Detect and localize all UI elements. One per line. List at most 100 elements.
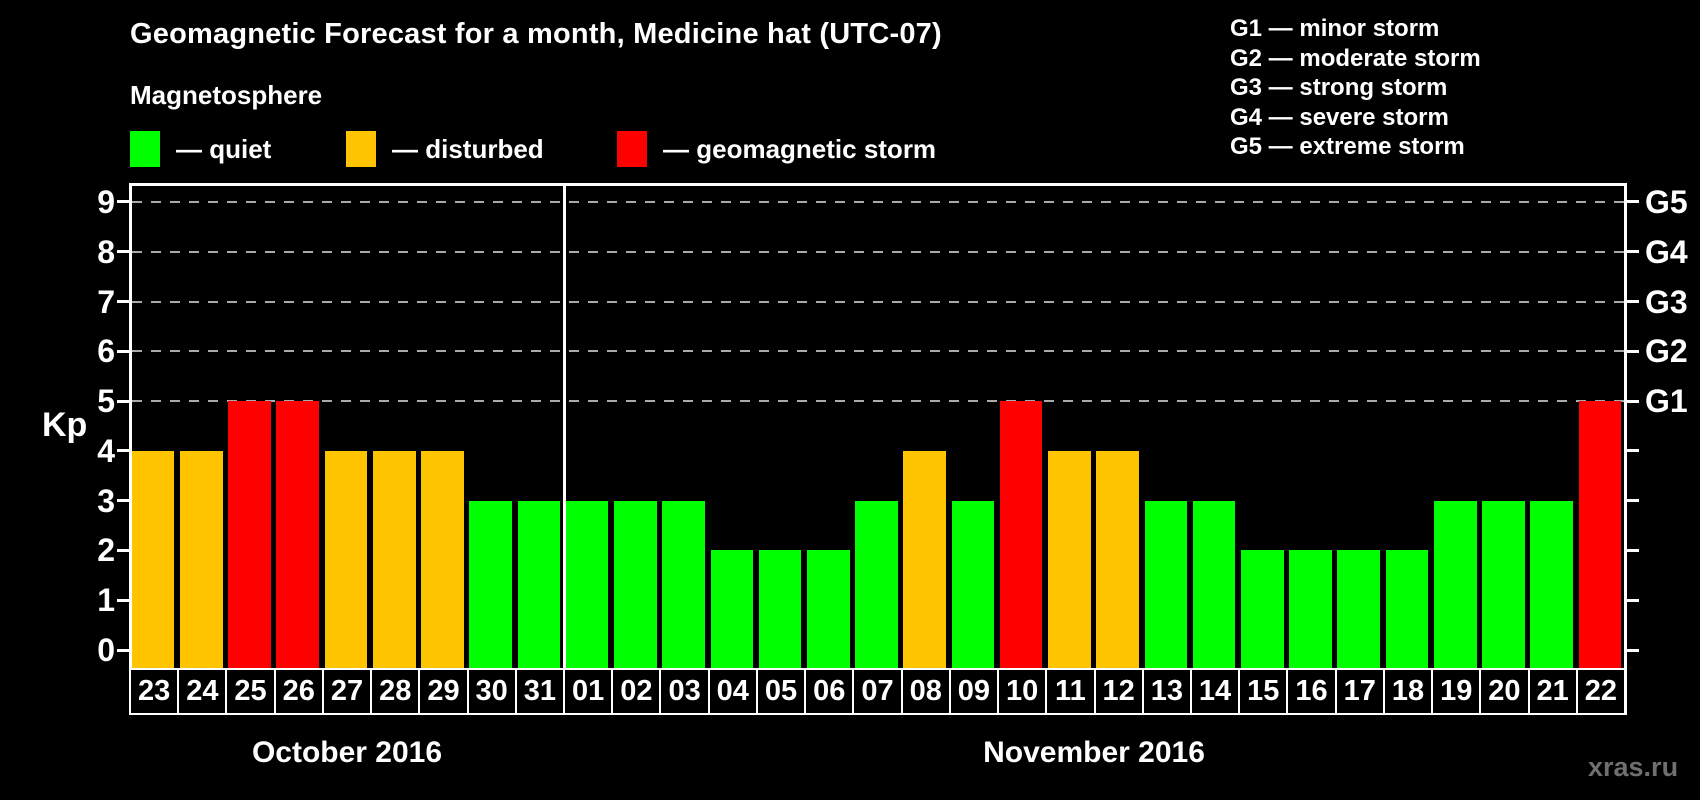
left-axis-tick-3 <box>117 499 129 503</box>
right-axis-tick-6 <box>1627 349 1639 353</box>
kp-bar-day-28 <box>372 450 416 668</box>
quiet-color-swatch <box>130 131 160 167</box>
legend-item-storm: — geomagnetic storm <box>617 130 936 168</box>
y-tick-label-1: 1 <box>97 582 115 619</box>
kp-bar-day-08 <box>903 450 947 668</box>
day-label-16: 16 <box>1286 668 1337 715</box>
day-label-13: 13 <box>1141 668 1192 715</box>
kp-bar-day-12 <box>1096 450 1139 668</box>
day-label-10: 10 <box>997 668 1048 715</box>
gridline-kp-7 <box>132 300 1624 303</box>
day-label-24: 24 <box>177 668 228 715</box>
day-label-23: 23 <box>129 668 180 715</box>
y-tick-label-6: 6 <box>97 333 115 370</box>
legend-item-quiet: — quiet <box>130 130 271 168</box>
gridline-kp-5 <box>132 400 1624 403</box>
day-label-29: 29 <box>418 668 469 715</box>
kp-bar-day-11 <box>1048 450 1091 668</box>
chart-title: Geomagnetic Forecast for a month, Medici… <box>130 18 942 50</box>
chart-subtitle: Magnetosphere <box>130 80 323 110</box>
y-axis-title: Kp <box>42 406 88 444</box>
kp-bar-day-27 <box>324 450 368 668</box>
g-scale-legend: G1 — minor storm G2 — moderate storm G3 … <box>1230 14 1481 162</box>
g-legend-line-g2: G2 — moderate storm <box>1230 44 1481 72</box>
left-axis-tick-8 <box>117 250 129 254</box>
kp-bar-day-09 <box>951 500 995 668</box>
g-level-label-g5: G5 <box>1645 183 1688 220</box>
kp-bar-day-14 <box>1192 500 1236 668</box>
disturbed-color-swatch <box>346 131 376 167</box>
kp-bar-day-25 <box>228 401 271 668</box>
kp-bar-day-15 <box>1240 550 1284 668</box>
right-axis-tick-1 <box>1627 598 1639 602</box>
kp-bar-day-13 <box>1144 500 1188 668</box>
left-axis-tick-0 <box>117 648 129 652</box>
right-axis-tick-0 <box>1627 648 1639 652</box>
kp-bar-day-05 <box>758 550 802 668</box>
kp-bar-day-29 <box>421 450 464 668</box>
kp-bar-day-10 <box>999 401 1043 668</box>
right-axis-tick-7 <box>1627 300 1639 304</box>
day-label-17: 17 <box>1334 668 1385 715</box>
g-level-label-g3: G3 <box>1645 283 1688 320</box>
day-label-28: 28 <box>370 668 421 715</box>
kp-bar-day-30 <box>469 500 512 668</box>
g-legend-line-g5: G5 — extreme storm <box>1230 133 1465 161</box>
left-axis-tick-1 <box>117 598 129 602</box>
day-label-04: 04 <box>707 668 758 715</box>
day-label-31: 31 <box>514 668 566 715</box>
plot-border-right <box>1624 183 1627 715</box>
legend-label-storm: — geomagnetic storm <box>663 133 937 164</box>
g-level-label-g1: G1 <box>1645 383 1688 420</box>
y-tick-label-2: 2 <box>97 532 115 569</box>
storm-color-swatch <box>617 131 647 167</box>
kp-bar-day-07 <box>855 500 898 668</box>
y-tick-label-9: 9 <box>97 183 115 220</box>
day-label-02: 02 <box>611 668 662 715</box>
g-legend-line-g3: G3 — strong storm <box>1230 74 1448 102</box>
day-label-25: 25 <box>225 668 276 715</box>
day-label-05: 05 <box>755 668 807 715</box>
kp-bar-day-31 <box>517 500 561 668</box>
watermark: xras.ru <box>1588 752 1679 782</box>
kp-bar-day-06 <box>806 550 850 668</box>
day-label-06: 06 <box>804 668 855 715</box>
day-label-20: 20 <box>1479 668 1530 715</box>
kp-bar-day-01 <box>565 500 609 668</box>
plot-border-left <box>129 183 132 715</box>
kp-bar-day-24 <box>180 450 223 668</box>
left-axis-tick-5 <box>117 399 129 403</box>
gridline-kp-8 <box>132 250 1624 253</box>
right-axis-tick-2 <box>1627 548 1639 552</box>
day-label-08: 08 <box>900 668 951 715</box>
month-separator-line <box>563 183 567 668</box>
month-label-november: November 2016 <box>983 736 1205 769</box>
day-label-07: 07 <box>852 668 903 715</box>
day-label-15: 15 <box>1238 668 1289 715</box>
day-label-30: 30 <box>466 668 517 715</box>
day-label-19: 19 <box>1431 668 1482 715</box>
kp-bar-day-20 <box>1482 500 1525 668</box>
plot-border-top <box>129 183 1627 186</box>
y-tick-label-8: 8 <box>97 233 115 270</box>
kp-bar-day-22 <box>1578 401 1622 668</box>
month-label-october: October 2016 <box>251 736 443 769</box>
y-tick-label-0: 0 <box>97 632 115 668</box>
right-axis-tick-5 <box>1627 399 1639 403</box>
kp-bar-day-17 <box>1337 550 1381 668</box>
y-tick-label-5: 5 <box>97 383 115 420</box>
kp-bar-day-19 <box>1433 500 1477 668</box>
legend-label-disturbed: — disturbed <box>392 133 544 164</box>
left-axis-tick-4 <box>117 449 129 453</box>
g-level-label-g4: G4 <box>1645 233 1688 270</box>
kp-bar-day-18 <box>1385 550 1429 668</box>
kp-bar-day-16 <box>1289 550 1332 668</box>
day-label-11: 11 <box>1045 668 1096 715</box>
day-label-09: 09 <box>948 668 1000 715</box>
kp-bar-day-02 <box>614 500 657 668</box>
right-axis-tick-8 <box>1627 250 1639 254</box>
legend-label-quiet: — quiet <box>176 133 272 164</box>
day-label-12: 12 <box>1093 668 1144 715</box>
day-label-27: 27 <box>321 668 373 715</box>
